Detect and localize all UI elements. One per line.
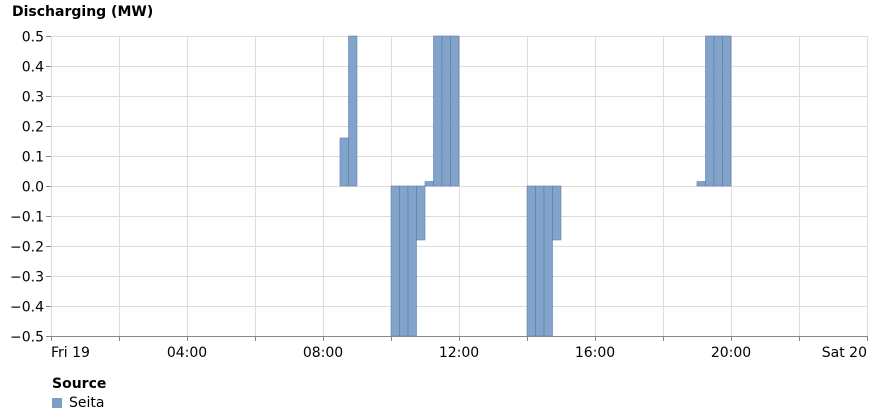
bar [416, 185, 426, 241]
bar [390, 185, 400, 337]
y-tick-label: −0.2 [10, 240, 44, 256]
y-tick-label: 0.3 [22, 90, 44, 106]
bar [424, 181, 434, 187]
y-tick-label: −0.5 [10, 330, 44, 346]
legend: Source Seita [52, 376, 106, 411]
axes [46, 36, 868, 341]
legend-label-seita: Seita [69, 395, 105, 411]
chart-title: Discharging (MW) [12, 4, 154, 20]
bar [399, 185, 409, 337]
bar [526, 185, 536, 337]
y-tick-label: 0.1 [22, 150, 44, 166]
y-tick-label: −0.1 [10, 210, 44, 226]
y-tick-label: 0.5 [22, 30, 44, 46]
y-tick-label: 0.0 [22, 180, 44, 196]
x-tick-label: Fri 19 [51, 345, 90, 361]
bar [722, 35, 732, 187]
x-tick-label: Sat 20 [822, 345, 867, 361]
tick-labels: 0.5 0.4 0.3 0.2 0.1 0.0 −0.1 −0.2 −0.3 −0.4 −0.5 Fr… [10, 30, 867, 362]
x-tick-label: 04:00 [167, 345, 207, 361]
bar [535, 185, 545, 337]
bar [407, 185, 417, 337]
bar [552, 185, 562, 241]
bar-series-seita [339, 35, 732, 337]
y-tick-label: −0.3 [10, 270, 44, 286]
y-tick-label: 0.4 [22, 60, 44, 76]
bar [713, 35, 723, 187]
bar [433, 35, 443, 187]
bar [339, 137, 349, 187]
legend-swatch-seita [52, 398, 62, 408]
legend-item-seita[interactable]: Seita [52, 395, 106, 411]
x-tick-label: 08:00 [303, 345, 343, 361]
x-tick-label: 16:00 [575, 345, 615, 361]
bar [696, 181, 706, 187]
bar [441, 35, 451, 187]
x-tick-label: 12:00 [439, 345, 479, 361]
bar [543, 185, 553, 337]
y-tick-label: −0.4 [10, 300, 44, 316]
y-tick-label: 0.2 [22, 120, 44, 136]
bar [348, 35, 358, 187]
bar [705, 35, 715, 187]
legend-title: Source [52, 376, 107, 392]
x-tick-label: 20:00 [711, 345, 751, 361]
bar [450, 35, 460, 187]
